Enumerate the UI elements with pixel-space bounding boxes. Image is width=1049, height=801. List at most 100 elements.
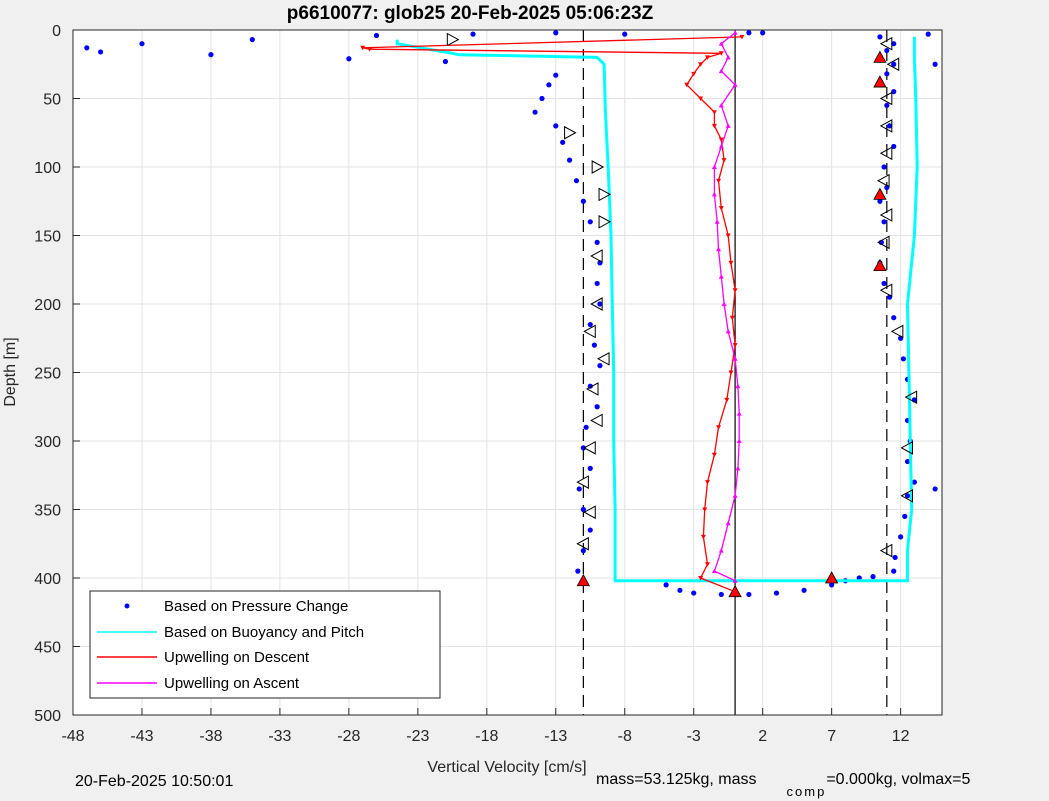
open-triangle-marker — [576, 536, 589, 551]
legend-label-descent: Upwelling on Descent — [164, 649, 310, 666]
pressure-point — [884, 102, 890, 108]
open-triangle-marker — [585, 382, 599, 396]
pressure-point — [346, 56, 352, 62]
pressure-point — [373, 32, 380, 39]
series-marker-2 — [739, 34, 745, 40]
pressure-point — [591, 342, 598, 348]
series-marker-3 — [725, 123, 731, 128]
pressure-point — [583, 424, 589, 430]
pressure-point — [597, 363, 603, 369]
x-tick-label: -28 — [337, 728, 360, 745]
pressure-point — [208, 52, 214, 58]
open-triangle-marker — [877, 173, 890, 188]
series-marker-2 — [716, 425, 722, 430]
pressure-point — [892, 554, 898, 561]
pressure-point — [594, 404, 600, 410]
series-marker-2 — [360, 45, 366, 51]
x-tick-label: -33 — [268, 728, 291, 745]
legend-label-ascent: Upwelling on Ascent — [164, 675, 300, 692]
series-marker-2 — [702, 507, 708, 512]
pressure-point — [900, 356, 906, 362]
pressure-point — [881, 280, 887, 287]
series-marker-3 — [718, 102, 724, 108]
x-tick-label: 12 — [892, 728, 910, 745]
series-marker-2 — [725, 233, 731, 238]
pressure-point — [902, 513, 908, 519]
legend: Based on Pressure Change Based on Buoyan… — [89, 590, 441, 699]
series-marker-3 — [718, 68, 724, 74]
pressure-point — [573, 178, 580, 184]
x-tick-label: -43 — [130, 728, 153, 745]
filled-red-marker — [873, 50, 887, 63]
series-marker-2 — [716, 178, 722, 184]
open-triangle-marker — [879, 91, 893, 106]
series-marker-3 — [711, 568, 717, 574]
pressure-point — [594, 239, 600, 245]
pressure-point — [881, 219, 887, 225]
pressure-point — [877, 34, 883, 40]
pressure-point — [898, 534, 904, 540]
x-tick-label: -48 — [61, 728, 84, 745]
pressure-point — [718, 591, 724, 598]
timestamp: 20-Feb-2025 10:50:01 — [75, 773, 234, 790]
series-line-1 — [395, 36, 919, 583]
x-tick-label: -38 — [199, 728, 222, 745]
pressure-point — [539, 95, 545, 102]
pressure-point — [884, 47, 890, 54]
open-triangle-marker — [597, 351, 610, 366]
legend-marker-pressure — [124, 603, 130, 609]
open-triangle-marker — [879, 208, 893, 222]
pressure-point — [891, 41, 897, 47]
open-triangle-marker — [886, 57, 900, 72]
open-triangle-marker — [583, 505, 596, 520]
mass-info: mass=53.125kg, mass comp=0.000kg, volmax=… — [596, 771, 971, 799]
series-marker-2 — [728, 370, 734, 375]
pressure-point — [891, 143, 897, 150]
pressure-point — [760, 30, 766, 36]
open-triangle-marker — [576, 475, 589, 489]
series-marker-2 — [721, 158, 727, 163]
series-marker-3 — [718, 274, 724, 279]
series-marker-3 — [721, 301, 727, 306]
mass-info-rest: =0.000kg, volmax=5 — [826, 771, 971, 788]
series-marker-3 — [725, 328, 731, 334]
filled-red-marker — [576, 573, 591, 587]
series-marker-3 — [736, 411, 742, 416]
pressure-point — [925, 31, 931, 37]
series-marker-2 — [732, 288, 738, 293]
x-tick-label: 7 — [827, 728, 836, 745]
pressure-point — [884, 71, 890, 77]
pressure-point — [560, 139, 566, 145]
pressure-point — [594, 280, 600, 287]
open-triangle-marker — [890, 324, 904, 339]
series-marker-3 — [732, 578, 738, 583]
filled-red-marker — [728, 584, 742, 598]
x-tick-label: -3 — [687, 728, 701, 745]
y-tick-label: 0 — [52, 23, 61, 40]
series-marker-2 — [732, 343, 738, 348]
series-marker-3 — [732, 356, 738, 361]
series-marker-2 — [705, 562, 711, 567]
series-marker-3 — [732, 30, 738, 35]
x-tick-label: -8 — [618, 728, 632, 745]
open-triangle-marker — [900, 488, 914, 503]
series-marker-2 — [698, 62, 704, 67]
series-marker-2 — [367, 47, 373, 52]
y-axis-label: Depth [m] — [2, 337, 19, 406]
series-marker-2 — [691, 71, 697, 77]
series-marker-2 — [698, 576, 704, 581]
x-tick-label: -13 — [544, 728, 567, 745]
series-marker-3 — [714, 219, 720, 224]
pressure-point — [663, 582, 669, 588]
filled-red-marker — [873, 258, 887, 272]
y-tick-label: 200 — [34, 297, 61, 314]
open-triangle-marker — [877, 235, 890, 250]
data-series — [84, 30, 938, 598]
pressure-point — [891, 315, 897, 321]
open-triangle-marker — [879, 283, 893, 298]
series-marker-2 — [718, 51, 724, 56]
series-marker-3 — [732, 493, 738, 498]
series-marker-3 — [711, 164, 717, 169]
y-tick-label: 400 — [34, 571, 61, 588]
legend-box — [89, 590, 441, 699]
